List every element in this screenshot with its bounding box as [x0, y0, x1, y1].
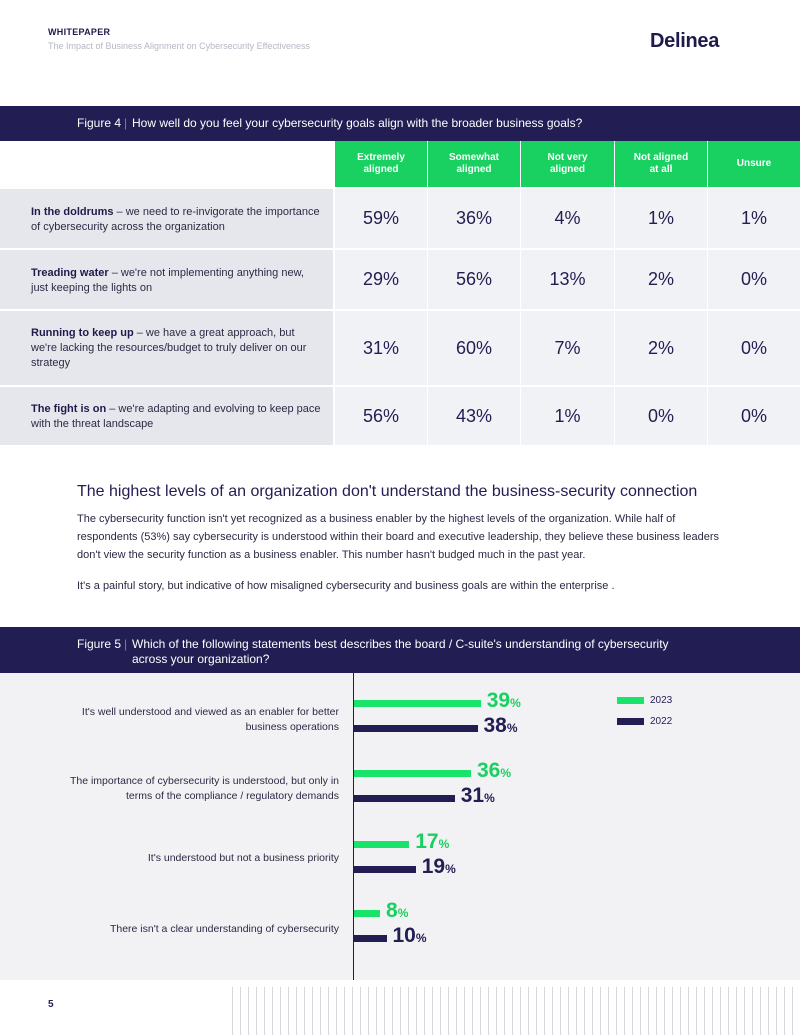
data-label-2023: 36% [477, 759, 512, 782]
data-label-2022: 31% [460, 784, 495, 807]
data-label-2022: 19% [421, 855, 456, 878]
table-cell: 60% [428, 311, 520, 385]
data-label-2023: 17% [415, 830, 450, 853]
row-label-text: – we have a great approach, but we're la… [31, 327, 307, 369]
legend-label-2023: 2023 [650, 695, 673, 706]
bar-2022 [354, 725, 478, 732]
table-cell: 31% [335, 311, 427, 385]
table-cell: 36% [428, 189, 520, 248]
table-cell: 1% [521, 387, 614, 445]
row-label: Running to keep up – we have a great app… [31, 326, 321, 371]
chart-area [0, 673, 800, 980]
column-header-not-aligned-at-all: Not aligned at all [615, 141, 707, 187]
figure-5-question-line-2: across your organization? [132, 652, 270, 666]
table-row: Running to keep up – we have a great app… [0, 311, 333, 385]
table-cell: 0% [708, 311, 800, 385]
table-cell: 7% [521, 311, 614, 385]
row-label-text: – we're adapting and evolving to keep pa… [31, 403, 321, 430]
bar-2023 [354, 841, 410, 848]
page-number: 5 [48, 999, 54, 1010]
table-cell: 0% [708, 250, 800, 309]
row-label: The fight is on – we're adapting and evo… [31, 402, 321, 432]
category-label: There isn't a clear understanding of cyb… [109, 923, 339, 935]
table-cell: 13% [521, 250, 614, 309]
bar-2023 [354, 770, 471, 777]
data-label-2022: 38% [483, 714, 518, 737]
legend-label-2022: 2022 [650, 716, 673, 727]
data-label-2023: 39% [486, 689, 521, 712]
data-label-2022: 10% [392, 924, 427, 947]
table-cell: 2% [615, 311, 707, 385]
section-heading: The highest levels of an organization do… [77, 483, 698, 500]
document-type-label: WHITEPAPER [48, 27, 111, 37]
bar-2023 [354, 910, 380, 917]
figure-5-question-line-1: Which of the following statements best d… [132, 637, 669, 651]
table-cell: 29% [335, 250, 427, 309]
category-label: The importance of cybersecurity is under… [69, 775, 339, 802]
body-paragraph: The cybersecurity function isn't yet rec… [77, 513, 720, 561]
decorative-stripes [232, 987, 800, 1035]
table-cell: 59% [335, 189, 427, 248]
bar-2022 [354, 795, 455, 802]
bar-2022 [354, 935, 387, 942]
figure-5-number: Figure 5 [77, 637, 122, 651]
column-header-extremely-aligned: Extremely aligned [335, 141, 427, 187]
table-cell: 0% [615, 387, 707, 445]
figure-4-title-bar: Figure 4 | How well do you feel your cyb… [0, 106, 800, 141]
table-cell: 1% [615, 189, 707, 248]
table-cell: 1% [708, 189, 800, 248]
table-row: In the doldrums – we need to re-invigora… [0, 189, 333, 248]
row-label: Treading water – we're not implementing … [31, 266, 321, 296]
bar-2023 [354, 700, 481, 707]
figure-4-number: Figure 4 [77, 116, 122, 130]
row-label-bold: In the doldrums [31, 206, 114, 218]
table-cell: 56% [428, 250, 520, 309]
row-label: In the doldrums – we need to re-invigora… [31, 205, 321, 235]
row-label-text: – we're not implementing anything new, j… [31, 267, 304, 294]
table-cell: 56% [335, 387, 427, 445]
figure-4-question: How well do you feel your cybersecurity … [132, 116, 583, 130]
legend-swatch-2023 [617, 697, 644, 704]
delinea-logo: Delinea [650, 30, 720, 52]
table-row: The fight is on – we're adapting and evo… [0, 387, 333, 445]
figure-5-title-bar: Figure 5 | Which of the following statem… [0, 627, 800, 673]
column-header-somewhat-aligned: Somewhat aligned [428, 141, 520, 187]
column-header-unsure: Unsure [708, 141, 800, 187]
table-cell: 0% [708, 387, 800, 445]
row-label-bold: Running to keep up [31, 327, 134, 339]
table-cell: 43% [428, 387, 520, 445]
data-label-2023: 8% [386, 899, 409, 922]
body-paragraph: It's a painful story, but indicative of … [77, 580, 615, 592]
row-label-bold: The fight is on [31, 403, 107, 415]
table-cell: 2% [615, 250, 707, 309]
figure-5-separator: | [124, 637, 128, 651]
chart-axis [353, 673, 354, 980]
bar-2022 [354, 866, 416, 873]
row-label-bold: Treading water [31, 267, 109, 279]
document-subtitle: The Impact of Business Alignment on Cybe… [48, 41, 310, 51]
figure-4-separator: | [124, 116, 128, 130]
category-label: It's well understood and viewed as an en… [81, 706, 339, 733]
table-row: Treading water – we're not implementing … [0, 250, 333, 309]
category-label: It's understood but not a business prior… [147, 852, 339, 864]
row-label-text: – we need to re-invigorate the importanc… [31, 206, 320, 233]
column-header-not-very-aligned: Not very aligned [521, 141, 614, 187]
table-cell: 4% [521, 189, 614, 248]
legend-swatch-2022 [617, 718, 644, 725]
